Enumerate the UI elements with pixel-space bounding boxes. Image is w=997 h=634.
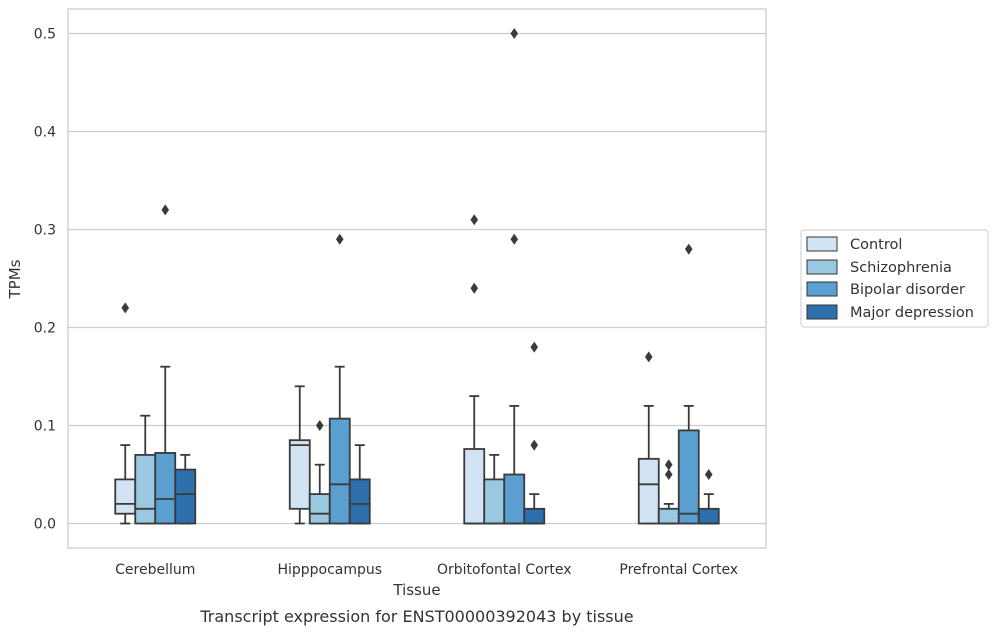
outlier-marker	[161, 204, 170, 216]
box-iqr	[174, 468, 197, 525]
y-axis-ticks: 0.0 0.1 0.2 0.3 0.4 0.5	[34, 27, 56, 533]
series-major-depression	[174, 341, 720, 525]
legend-entry-schizophrenia: Schizophrenia	[806, 259, 952, 276]
legend-frame	[800, 229, 989, 328]
box-groups	[114, 28, 720, 525]
legend-label-bipolar-disorder: Bipolar disorder	[850, 282, 965, 298]
legend: Control Schizophrenia Bipolar disorder M…	[800, 229, 989, 328]
plot-frame	[67, 8, 767, 549]
box-iqr	[328, 417, 351, 525]
box-cerebellum-major-depression	[174, 453, 197, 525]
legend-entry-control: Control	[806, 236, 902, 253]
box-orbitofontal-cortex-control	[463, 214, 486, 525]
y-tick-label: 0.5	[34, 27, 56, 43]
box-hipppocampus-control	[288, 385, 311, 525]
box-iqr	[154, 452, 177, 525]
legend-label-control: Control	[850, 237, 902, 253]
box-prefrontal-cortex-bipolar-disorder	[677, 243, 700, 525]
x-tick-label: Cerebellum	[115, 562, 195, 578]
box-hipppocampus-bipolar-disorder	[328, 233, 351, 525]
series-bipolar-disorder	[154, 28, 700, 525]
legend-swatch-schizophrenia	[806, 259, 838, 275]
box-iqr	[677, 429, 700, 525]
box-iqr	[637, 457, 660, 525]
y-tick-label: 0.2	[34, 321, 56, 337]
box-orbitofontal-cortex-schizophrenia	[483, 453, 506, 525]
box-iqr	[463, 448, 486, 525]
legend-entry-bipolar-disorder: Bipolar disorder	[806, 281, 965, 298]
legend-entry-major-depression: Major depression	[806, 304, 974, 321]
outlier-marker	[510, 233, 519, 245]
box-iqr	[308, 493, 331, 525]
x-tick-label: Hipppocampus	[277, 562, 382, 578]
outlier-marker	[335, 233, 344, 245]
legend-swatch-major-depression	[806, 304, 838, 320]
outlier-marker	[510, 28, 519, 39]
box-orbitofontal-cortex-major-depression	[523, 341, 546, 525]
x-axis-ticks: Cerebellum Hipppocampus Orbitofontal Corte…	[115, 562, 738, 578]
box-cerebellum-bipolar-disorder	[154, 204, 177, 525]
y-tick-label: 0.4	[34, 125, 56, 141]
outlier-marker	[664, 469, 673, 480]
y-tick-label: 0.0	[34, 517, 56, 533]
figure-caption: Transcript expression for ENST0000039204…	[199, 607, 633, 626]
series-schizophrenia	[134, 414, 680, 525]
box-iqr	[288, 439, 311, 510]
box-iqr	[483, 478, 506, 525]
legend-swatch-control	[806, 236, 838, 252]
legend-swatch-bipolar-disorder	[806, 281, 838, 297]
outlier-marker	[121, 302, 130, 314]
box-hipppocampus-major-depression	[348, 444, 371, 525]
legend-label-major-depression: Major depression	[850, 305, 974, 321]
outlier-marker	[684, 243, 693, 255]
box-iqr	[697, 507, 720, 525]
legend-label-schizophrenia: Schizophrenia	[850, 260, 952, 276]
box-prefrontal-cortex-schizophrenia	[657, 459, 680, 525]
box-iqr	[523, 507, 546, 525]
box-iqr	[503, 473, 526, 525]
x-tick-label: Orbitofontal Cortex	[437, 562, 572, 578]
box-prefrontal-cortex-major-depression	[697, 469, 720, 525]
outlier-marker	[644, 351, 653, 363]
outlier-marker	[704, 469, 713, 480]
box-iqr	[657, 507, 680, 525]
outlier-marker	[530, 341, 539, 353]
box-iqr	[348, 478, 371, 525]
box-iqr	[134, 453, 157, 525]
series-control	[114, 214, 660, 525]
outlier-marker	[315, 420, 324, 431]
x-axis-title: Tissue	[392, 581, 440, 599]
x-tick-label: Prefrontal Cortex	[619, 562, 738, 578]
box-hipppocampus-schizophrenia	[308, 420, 331, 525]
box-iqr	[114, 478, 137, 515]
y-axis-title: TPMs	[6, 259, 24, 299]
outlier-marker	[664, 459, 673, 471]
box-prefrontal-cortex-control	[637, 351, 660, 525]
outlier-marker	[470, 282, 479, 294]
outlier-marker	[470, 214, 479, 226]
box-cerebellum-schizophrenia	[134, 414, 157, 525]
gridlines	[68, 32, 766, 525]
box-cerebellum-control	[114, 302, 137, 525]
y-tick-label: 0.1	[34, 419, 56, 435]
box-orbitofontal-cortex-bipolar-disorder	[503, 28, 526, 525]
outlier-marker	[530, 439, 539, 451]
y-tick-label: 0.3	[34, 223, 56, 239]
